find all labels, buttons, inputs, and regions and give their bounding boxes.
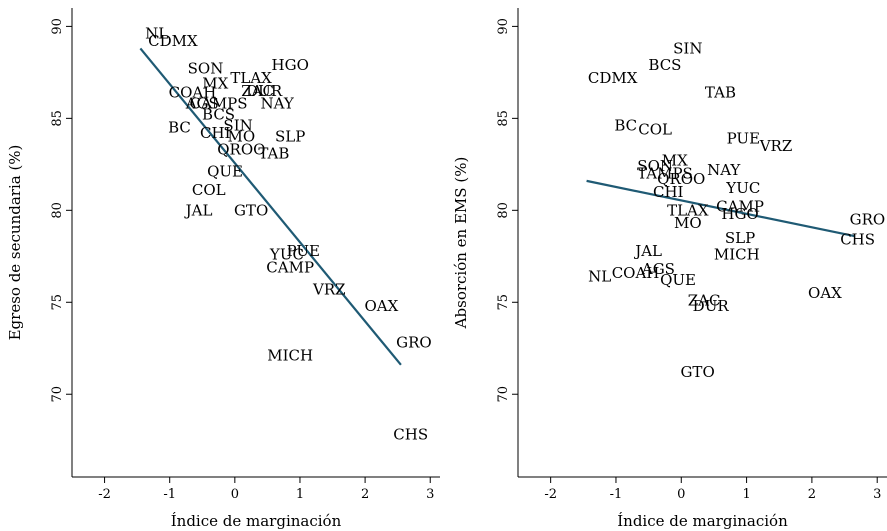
point-label-vrz: VRZ <box>759 137 793 155</box>
y-axis-title: Absorción en EMS (%) <box>452 157 470 330</box>
point-label-chi: CHI <box>200 124 231 142</box>
fit-line <box>586 179 855 238</box>
point-label-chs: CHS <box>840 231 875 249</box>
point-label-bcs: BCS <box>648 56 681 74</box>
point-label-bc: BC <box>168 119 191 137</box>
point-label-ags: AGS <box>641 260 675 278</box>
point-label-chi: CHI <box>653 183 684 201</box>
point-label-camps: CAMPS <box>190 95 248 113</box>
point-label-camp: CAMP <box>266 258 314 276</box>
point-label-nay: NAY <box>707 161 741 179</box>
x-tick-label: -1 <box>610 487 623 502</box>
point-label-zac: ZAC <box>688 291 721 309</box>
y-axis-title: Egreso de secundaria (%) <box>6 145 24 341</box>
point-label-pue: PUE <box>287 242 320 260</box>
x-axis-title: Índice de marginación <box>171 512 342 530</box>
x-tick-label: 1 <box>296 487 304 502</box>
point-label-hgo: HGO <box>272 56 309 74</box>
point-label-bcs: BCS <box>202 106 235 124</box>
x-tick-label: 3 <box>426 487 434 502</box>
chart-panel-right: -2 -1 0 1 2 3 70 75 80 85 90 Índice de marginación A… <box>452 8 887 530</box>
y-tick-label: 80 <box>496 202 511 219</box>
point-label-coah: COAH <box>612 264 660 282</box>
point-label-oax: OAX <box>364 297 398 315</box>
point-label-mo: MO <box>674 214 702 232</box>
chart-panel-left: -2 -1 0 1 2 3 70 75 80 85 90 Índice de marginación E… <box>6 8 440 530</box>
point-label-col: COL <box>638 120 672 138</box>
point-label-cdmx: CDMX <box>148 32 198 50</box>
point-label-gto: GTO <box>234 201 268 219</box>
y-tick-label: 75 <box>50 294 65 311</box>
point-label-mich: MICH <box>267 347 313 365</box>
point-label-tab: TAB <box>258 144 289 162</box>
x-tick-label: 3 <box>873 487 881 502</box>
point-label-pue: PUE <box>727 130 760 148</box>
point-label-yuc: YUC <box>269 245 304 263</box>
point-label-tamps: TAMPS <box>637 165 693 183</box>
y-tick-label: 90 <box>50 18 65 35</box>
point-label-mx: MX <box>202 74 228 92</box>
point-label-son: SON <box>637 157 673 175</box>
point-label-mo: MO <box>228 128 256 146</box>
point-label-yuc: YUC <box>725 179 760 197</box>
point-label-que: QUE <box>207 163 243 181</box>
point-label-mich: MICH <box>714 245 760 263</box>
x-tick-label: 1 <box>742 487 750 502</box>
point-label-que: QUE <box>660 271 696 289</box>
point-label-hgo: HGO <box>721 205 758 223</box>
point-label-dur: DUR <box>693 297 730 315</box>
y-tick-label: 80 <box>50 202 65 219</box>
point-label-qroo: QROO <box>217 141 265 159</box>
point-label-gto: GTO <box>680 363 714 381</box>
x-tick-label: -2 <box>544 487 557 502</box>
point-label-ags: AGS <box>185 95 219 113</box>
point-label-cdmx: CDMX <box>588 69 638 87</box>
x-axis-title: Índice de marginación <box>617 512 788 530</box>
point-label-bc: BC <box>614 117 637 135</box>
point-label-sin: SIN <box>673 39 702 57</box>
point-label-jal: JAL <box>184 201 213 219</box>
x-tick-label: 0 <box>231 487 239 502</box>
point-label-col: COL <box>192 181 226 199</box>
point-label-camp: CAMP <box>716 198 764 216</box>
point-label-tab: TAB <box>705 84 736 102</box>
point-label-mx: MX <box>662 152 688 170</box>
point-label-nay: NAY <box>261 95 295 113</box>
point-label-nl: NL <box>588 268 611 286</box>
point-label-qroo: QROO <box>657 170 705 188</box>
point-label-slp: SLP <box>275 128 305 146</box>
x-tick-label: -2 <box>98 487 111 502</box>
y-tick-label: 85 <box>496 110 511 127</box>
point-label-zac: ZAC <box>241 82 274 100</box>
x-tick-label: 2 <box>361 487 369 502</box>
point-label-oax: OAX <box>808 284 842 302</box>
fit-line <box>139 47 402 366</box>
x-tick-label: 2 <box>808 487 816 502</box>
point-label-coah: COAH <box>169 84 217 102</box>
point-label-slp: SLP <box>725 229 755 247</box>
point-label-tlax: TLAX <box>230 69 272 87</box>
y-tick-label: 90 <box>496 18 511 35</box>
y-tick-label: 70 <box>496 386 511 403</box>
y-tick-label: 75 <box>496 294 511 311</box>
point-label-chs: CHS <box>393 426 428 444</box>
x-tick-label: 0 <box>677 487 685 502</box>
point-label-sin: SIN <box>223 117 252 135</box>
point-label-tlax: TLAX <box>667 201 709 219</box>
y-tick-label: 70 <box>50 386 65 403</box>
point-label-vrz: VRZ <box>312 280 346 298</box>
point-label-dur: DUR <box>246 82 283 100</box>
point-label-jal: JAL <box>633 242 662 260</box>
point-label-son: SON <box>188 60 224 78</box>
point-label-gro: GRO <box>850 211 886 229</box>
point-label-gro: GRO <box>396 334 432 352</box>
y-tick-label: 85 <box>50 110 65 127</box>
x-tick-label: -1 <box>163 487 176 502</box>
point-label-nl: NL <box>145 25 168 43</box>
